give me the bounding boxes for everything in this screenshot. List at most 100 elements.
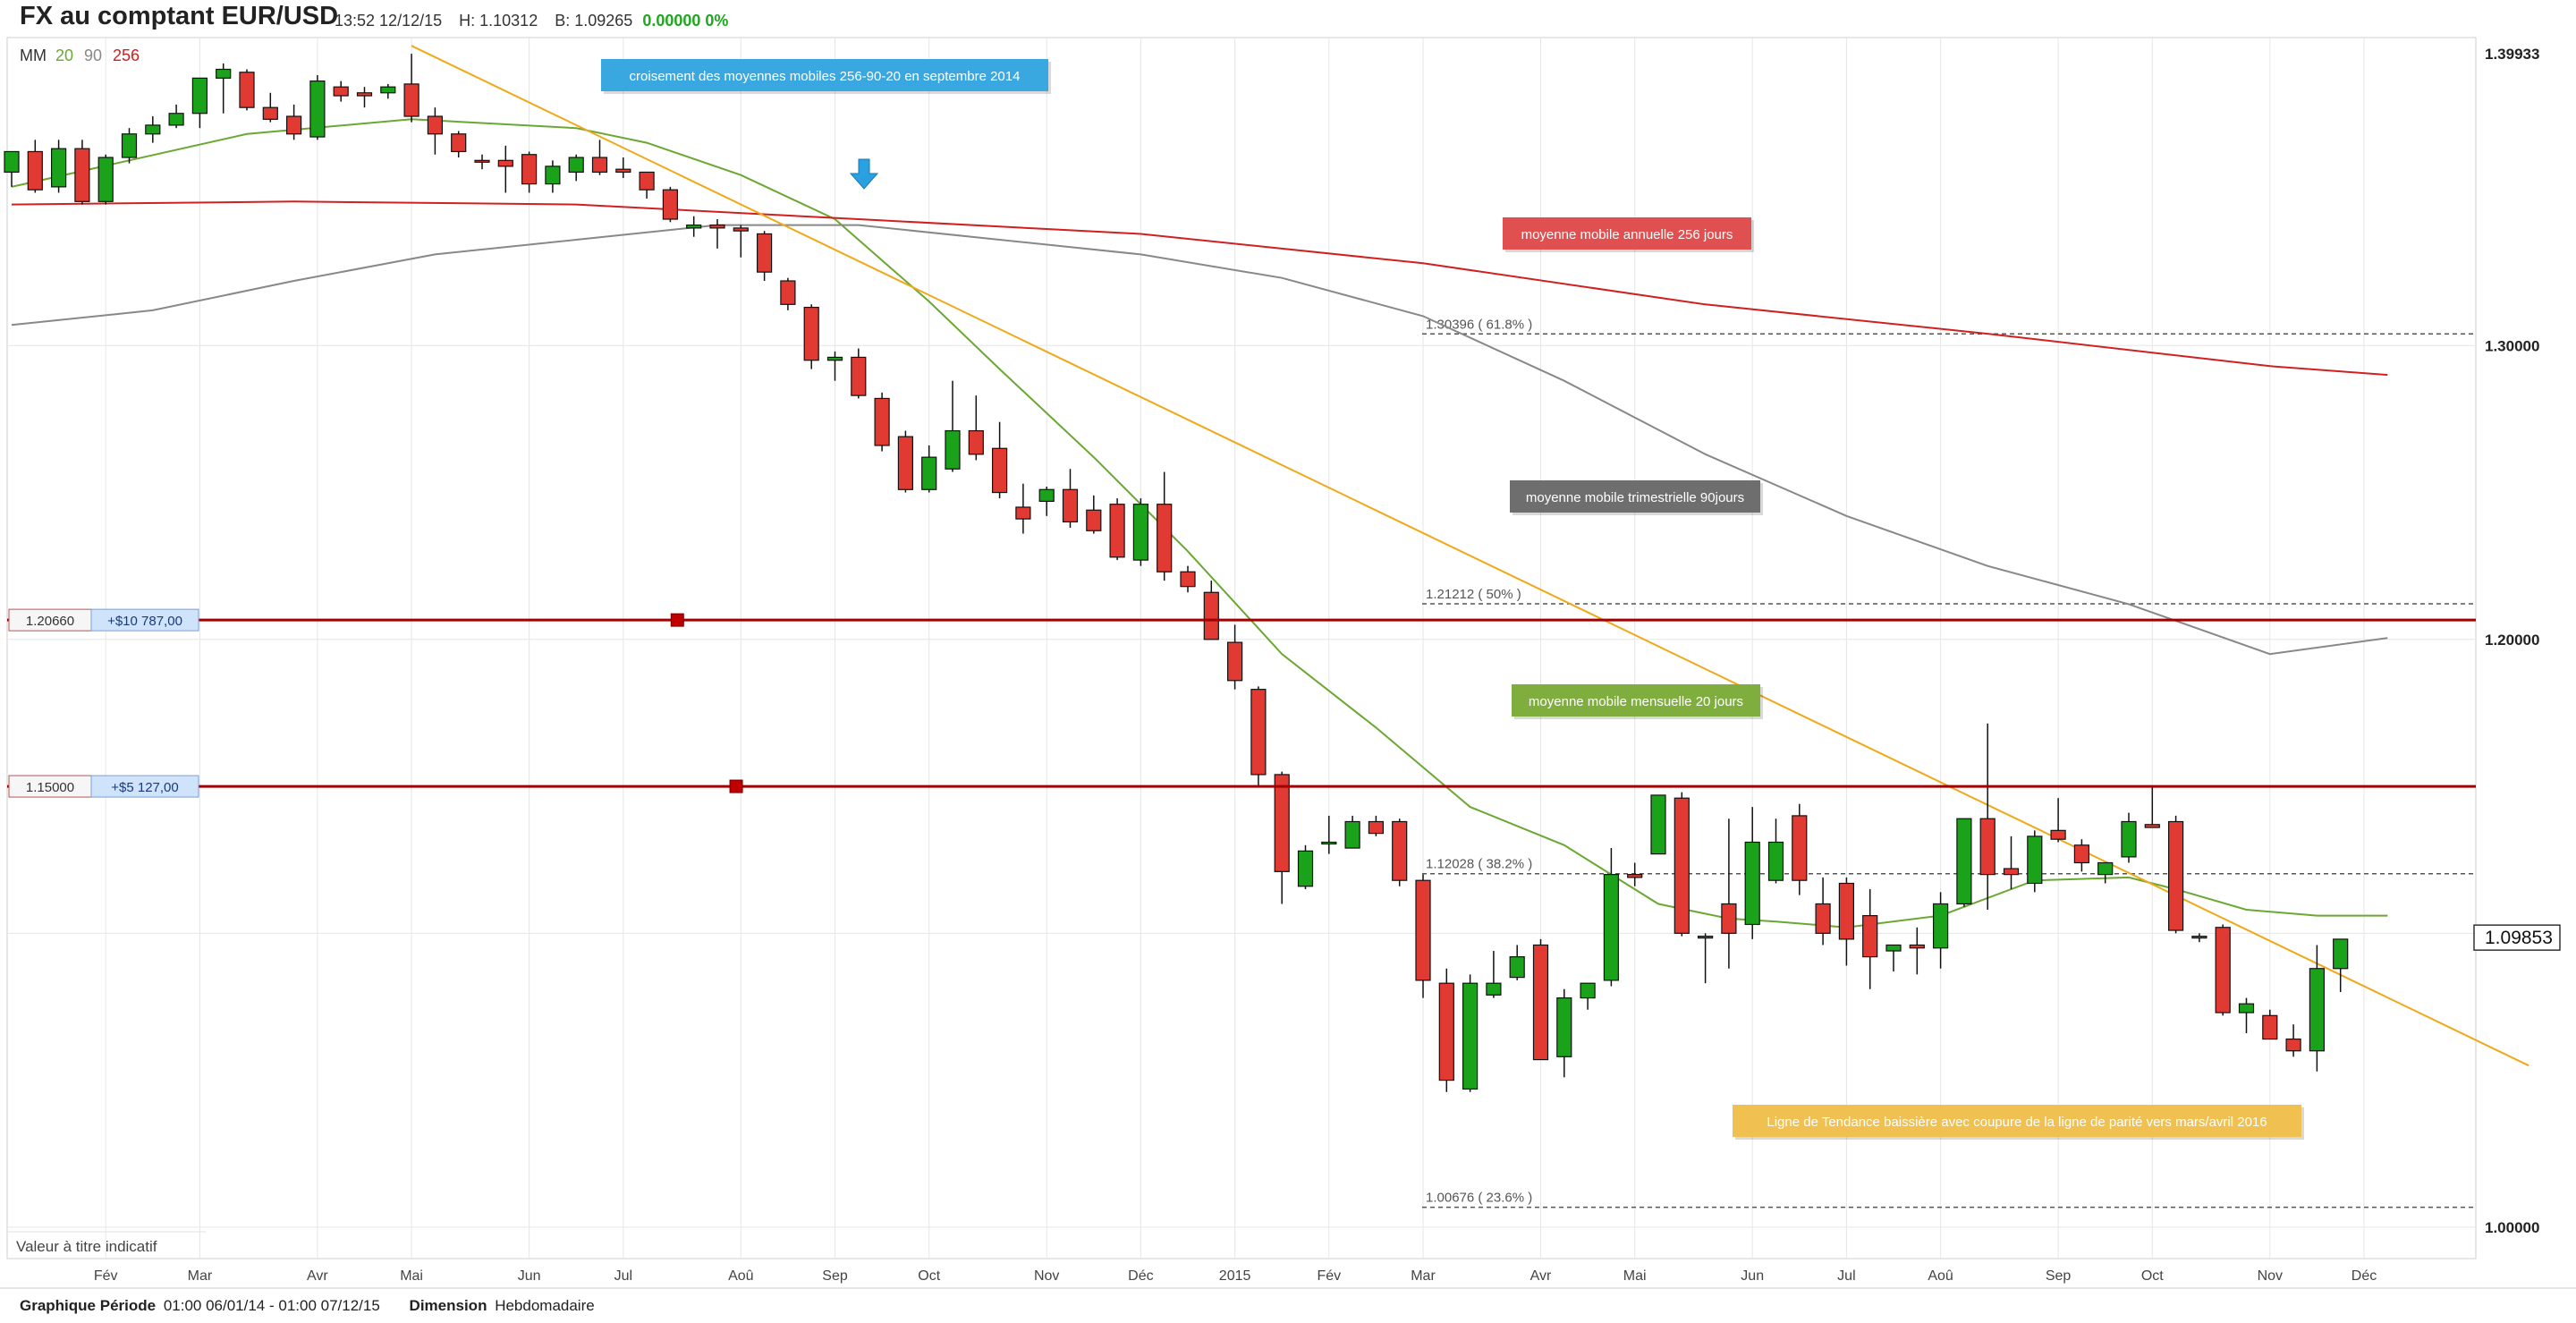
candle: [1226, 624, 1243, 690]
candle: [733, 225, 749, 258]
chart-footer: Graphique Période 01:00 06/01/14 - 01:00…: [20, 1297, 598, 1315]
candle-body: [191, 77, 208, 114]
annotation-text: croisement des moyennes mobiles 256-90-2…: [630, 69, 1021, 84]
candle-body: [97, 157, 114, 202]
candle-body: [27, 150, 43, 191]
candle-body: [1344, 820, 1360, 849]
candle-body: [1157, 504, 1173, 572]
candle-body: [168, 113, 184, 126]
candle: [2050, 798, 2066, 843]
annotation-text: moyenne mobile mensuelle 20 jours: [1529, 694, 1743, 709]
candle-body: [1721, 903, 1737, 934]
annotation-background: [1503, 217, 1751, 250]
candle: [2238, 997, 2255, 1034]
moving-average-line: [11, 200, 2388, 377]
candle-body: [568, 157, 584, 174]
candle-body: [1650, 794, 1666, 855]
candle-body: [1368, 820, 1385, 835]
candle-body: [309, 81, 326, 138]
candle: [121, 128, 138, 164]
ma-legend-period: 256: [113, 47, 140, 64]
candle-body: [2050, 829, 2066, 840]
candle-body: [1109, 504, 1125, 558]
disclaimer-text: Valeur à titre indicatif: [16, 1238, 157, 1255]
candle: [591, 140, 608, 175]
candle: [403, 54, 419, 123]
candle-body: [286, 115, 302, 135]
order-price-box: [8, 775, 92, 798]
candle-body: [662, 189, 679, 220]
down-arrow-icon: [849, 158, 879, 190]
candle-body: [1015, 506, 1031, 520]
order-pnl-label: +$5 127,00: [111, 780, 179, 795]
candle: [1509, 945, 1525, 980]
candle-body: [1885, 944, 1902, 952]
candle-body: [239, 72, 255, 108]
candle-body: [497, 159, 513, 167]
candle-body: [2309, 968, 2325, 1052]
candle: [2144, 786, 2160, 828]
candle-body: [851, 356, 867, 396]
candle-body: [826, 356, 843, 361]
candle-body: [356, 92, 373, 97]
candle: [945, 380, 961, 472]
candle-body: [2097, 861, 2114, 876]
candle: [1744, 807, 1760, 939]
candle: [2262, 1009, 2278, 1040]
candle-body: [2333, 938, 2349, 970]
candle-body: [50, 148, 67, 188]
candle-body: [1744, 841, 1760, 926]
candle: [356, 87, 373, 108]
candle-body: [403, 83, 419, 117]
candle-body: [333, 86, 349, 97]
candle: [521, 151, 538, 193]
candle: [1297, 844, 1314, 890]
quote-stats: 13:52 12/12/15 H: 1.10312 B: 1.09265 0.0…: [335, 12, 741, 30]
candle: [4, 150, 20, 187]
dimension-label: Dimension: [409, 1297, 487, 1314]
candle: [686, 216, 702, 237]
fibonacci-label: 1.12028 ( 38.2% ): [1426, 857, 1532, 872]
annotation-box: moyenne mobile mensuelle 20 jours: [1512, 684, 1763, 719]
period-value: 01:00 06/01/14 - 01:00 07/12/15: [163, 1297, 380, 1314]
last-price-box: [2473, 924, 2561, 951]
candle-body: [639, 171, 655, 191]
x-tick-label: Fév: [94, 1268, 118, 1284]
instrument-title: FX au comptant EUR/USD: [20, 2, 339, 30]
ma-legend-label: MM: [20, 47, 47, 64]
annotation-box: moyenne mobile trimestrielle 90jours: [1510, 480, 1763, 515]
last-price-label: 1.09853: [2485, 928, 2553, 948]
annotation-text: Ligne de Tendance baissière avec coupure…: [1767, 1115, 2267, 1130]
x-tick-label: Aoû: [728, 1268, 753, 1284]
x-tick-label: Sep: [2046, 1268, 2072, 1284]
candle: [1532, 938, 1549, 1061]
candle: [1721, 818, 1737, 969]
candle: [1203, 581, 1219, 640]
candle: [1462, 974, 1479, 1092]
candle: [968, 395, 984, 461]
candle: [1250, 686, 1267, 787]
candle-body: [74, 148, 90, 202]
order-pnl-label: +$10 787,00: [107, 614, 182, 629]
candle-body: [1086, 509, 1102, 531]
annotation-box: moyenne mobile annuelle 256 jours: [1503, 217, 1754, 252]
candle-body: [1603, 874, 1620, 981]
candle-body: [1862, 915, 1878, 958]
candle: [1486, 951, 1502, 998]
candle: [309, 75, 326, 140]
candle-body: [121, 133, 138, 158]
y-tick-label: 1.30000: [2485, 337, 2539, 354]
candle-body: [733, 227, 749, 232]
candle: [2333, 938, 2349, 993]
ma-legend-period: 90: [84, 47, 102, 64]
candle: [333, 81, 349, 102]
x-tick-label: Déc: [1128, 1268, 1153, 1284]
candle: [74, 140, 90, 205]
candle-body: [968, 429, 984, 455]
candle: [780, 277, 796, 310]
candle-body: [1792, 815, 1808, 881]
candle: [50, 140, 67, 193]
candle: [874, 392, 890, 452]
quote-change: 0.00000 0%: [642, 12, 729, 30]
